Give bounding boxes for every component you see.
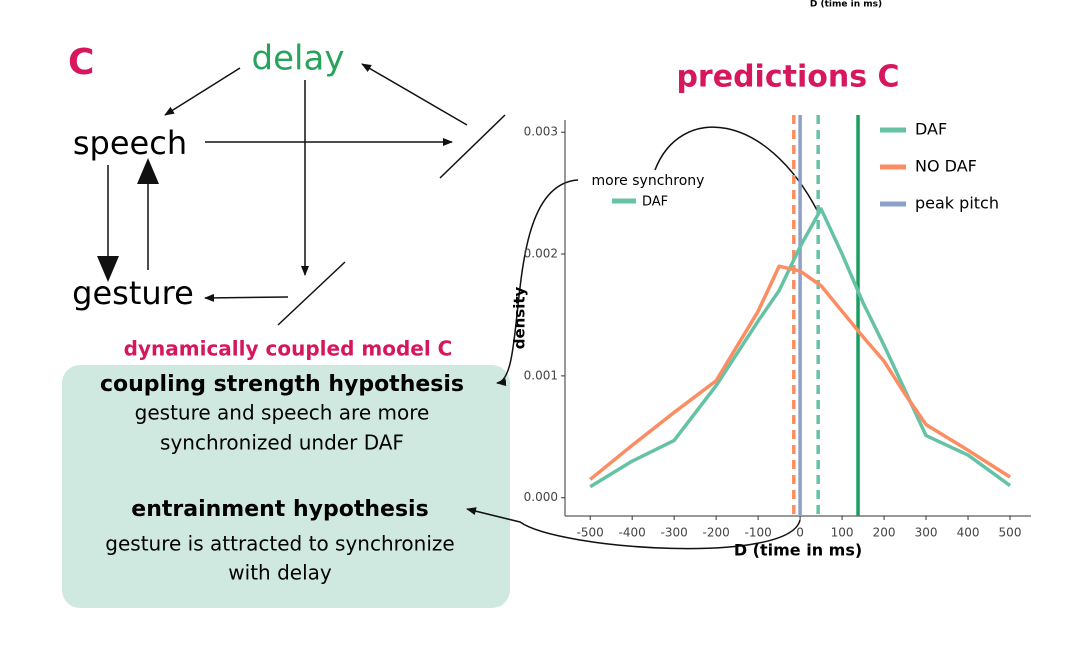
hypothesis-text: gesture is attracted to synchronize <box>105 532 454 556</box>
hypothesis-text: with delay <box>228 561 332 585</box>
hypothesis-title: entrainment hypothesis <box>131 497 428 522</box>
node-speech: speech <box>73 124 187 162</box>
x-tick-label: 100 <box>831 526 854 540</box>
x-tick-label: -300 <box>661 526 688 540</box>
y-tick-label: 0.003 <box>524 125 558 139</box>
density-line <box>589 264 1011 481</box>
model-title: dynamically coupled model C <box>124 337 453 361</box>
x-axis-label: D (time in ms) <box>734 541 862 560</box>
y-tick-label: 0.002 <box>524 247 558 261</box>
x-tick-label: -500 <box>577 526 604 540</box>
y-axis-label: density <box>511 286 529 349</box>
x-tick-label: -200 <box>703 526 730 540</box>
cropped-text: D (time in ms) <box>810 0 882 10</box>
annotation: more synchrony <box>592 173 705 189</box>
hypothesis-text: gesture and speech are more <box>135 401 430 425</box>
x-tick-label: -100 <box>744 526 771 540</box>
x-tick-label: -400 <box>619 526 646 540</box>
x-tick-label: 300 <box>915 526 938 540</box>
figure-label: C <box>68 42 94 83</box>
legend-label: DAF <box>915 120 947 139</box>
x-tick-label: 500 <box>999 526 1022 540</box>
callout-arrow <box>466 507 801 550</box>
node-gesture: gesture <box>72 274 194 312</box>
y-tick-label: 0.001 <box>524 368 558 382</box>
density-line <box>589 207 1012 489</box>
diagram-arrows <box>97 63 506 326</box>
x-tick-label: 0 <box>796 526 804 540</box>
hypothesis-text: synchronized under DAF <box>160 431 404 455</box>
x-tick-label: 200 <box>873 526 896 540</box>
callout-arrow <box>496 179 579 387</box>
node-delay: delay <box>252 39 345 79</box>
x-tick-label: 400 <box>957 526 980 540</box>
chart: predictions C 0.000 0.001 0.002 0.003 -500 -40… <box>511 60 1031 560</box>
legend-label: peak pitch <box>915 194 999 213</box>
hypothesis-box <box>62 365 510 608</box>
annotation-label: DAF <box>642 195 668 210</box>
y-tick-label: 0.000 <box>524 490 558 504</box>
legend-label: NO DAF <box>915 157 977 176</box>
callout-line <box>654 126 819 213</box>
hypothesis-title: coupling strength hypothesis <box>100 372 464 397</box>
chart-title: predictions C <box>676 60 899 95</box>
